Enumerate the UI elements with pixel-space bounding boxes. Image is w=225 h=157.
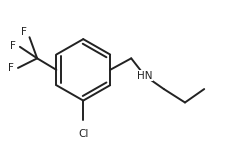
Text: F: F — [21, 27, 27, 37]
Text: F: F — [8, 63, 14, 73]
Text: Cl: Cl — [78, 129, 88, 139]
Text: F: F — [10, 41, 16, 51]
Text: HN: HN — [136, 71, 152, 81]
